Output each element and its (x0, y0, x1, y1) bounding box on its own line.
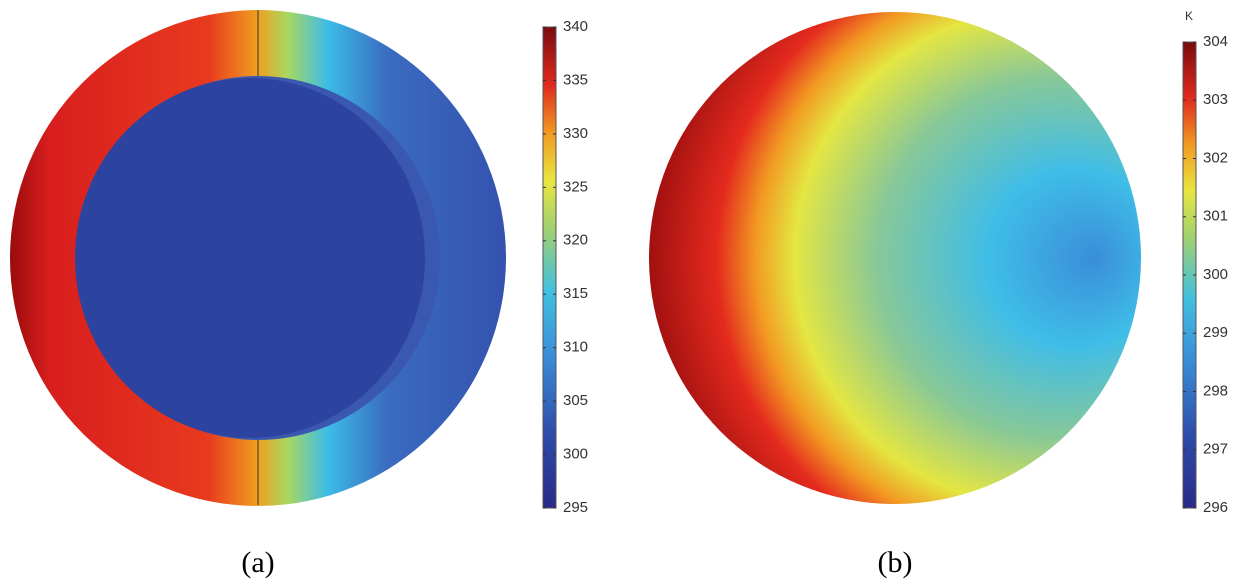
colorbar (542, 26, 557, 509)
caption: (b) (878, 546, 913, 579)
colorbar-tick-label: 297 (1203, 441, 1228, 458)
panel-a-field (10, 10, 506, 506)
colorbar-tick-label: 302 (1203, 149, 1228, 166)
colorbar-tick-label: 298 (1203, 382, 1228, 399)
colorbar-unit: K (1185, 9, 1193, 23)
colorbar-tick-label: 296 (1203, 499, 1228, 516)
colorbar-tick-label: 300 (563, 446, 588, 463)
colorbar-tick-label: 304 (1203, 33, 1228, 50)
colorbar-tick-label: 303 (1203, 91, 1228, 108)
colorbar-tick-label: 325 (563, 178, 588, 195)
colorbar-tick-label: 305 (563, 392, 588, 409)
colorbar-tick-label: 295 (563, 499, 588, 516)
colorbar-tick-label: 299 (1203, 324, 1228, 341)
panel-b-field (649, 12, 1141, 504)
colorbar-tick-label: 300 (1203, 266, 1228, 283)
colorbar-tick-label: 330 (563, 125, 588, 142)
colorbar-tick-label: 301 (1203, 208, 1228, 225)
caption: (a) (241, 546, 274, 579)
colorbar-tick-label: 315 (563, 285, 588, 302)
colorbar-tick-label: 335 (563, 71, 588, 88)
colorbar-tick-label: 320 (563, 232, 588, 249)
colorbar-tick-label: 310 (563, 339, 588, 356)
colorbar-tick-label: 340 (563, 18, 588, 35)
